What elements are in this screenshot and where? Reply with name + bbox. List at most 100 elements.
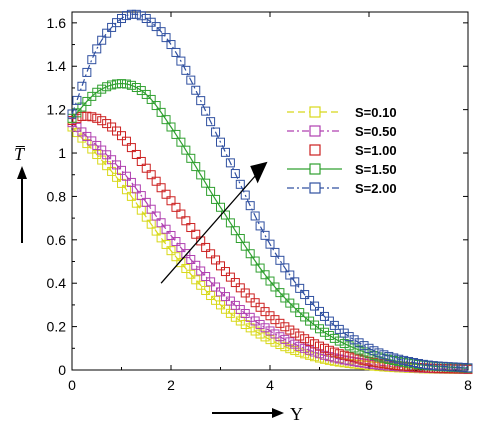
data-point xyxy=(166,230,176,240)
data-point xyxy=(72,95,82,105)
data-point xyxy=(201,242,211,252)
data-point xyxy=(196,170,206,180)
legend-entry: S=0.10 xyxy=(287,105,397,120)
data-point xyxy=(176,137,186,147)
data-point xyxy=(117,131,126,141)
data-point xyxy=(112,172,122,182)
data-point xyxy=(310,352,320,362)
data-point xyxy=(186,153,196,163)
data-point xyxy=(250,211,260,221)
data-point xyxy=(107,166,117,176)
data-point xyxy=(151,211,161,221)
data-point xyxy=(260,332,270,342)
data-point xyxy=(97,145,107,155)
data-point xyxy=(448,362,458,372)
data-point xyxy=(305,350,315,360)
data-point xyxy=(344,341,354,351)
data-point xyxy=(285,325,295,335)
data-point xyxy=(240,241,250,251)
data-point xyxy=(369,350,379,360)
data-point xyxy=(265,276,275,286)
legend-label: S=2.00 xyxy=(355,181,397,196)
y-tick-label: 1.6 xyxy=(47,15,67,31)
data-point xyxy=(126,9,136,19)
data-point xyxy=(255,319,265,329)
data-point xyxy=(324,330,334,340)
data-point xyxy=(463,363,473,373)
data-point xyxy=(458,362,468,372)
data-point xyxy=(250,298,260,308)
data-point xyxy=(409,358,419,368)
data-point xyxy=(141,197,151,207)
data-point xyxy=(92,140,102,150)
data-point xyxy=(87,136,97,146)
data-point xyxy=(102,119,112,129)
data-point xyxy=(102,150,112,160)
data-point xyxy=(77,81,87,91)
x-tick-label: 2 xyxy=(167,377,175,393)
data-point xyxy=(255,329,265,339)
data-point xyxy=(245,249,255,259)
y-tick-label: 1 xyxy=(58,145,66,161)
data-point xyxy=(265,326,275,336)
legend-marker xyxy=(309,163,321,175)
legend-label: S=1.00 xyxy=(355,143,397,158)
data-point xyxy=(260,323,270,333)
data-point xyxy=(171,252,181,262)
series-line xyxy=(71,13,469,369)
data-point xyxy=(186,255,196,265)
data-point xyxy=(121,79,131,89)
data-point xyxy=(181,216,191,226)
legend-marker xyxy=(309,144,321,156)
data-point xyxy=(92,87,102,97)
data-point xyxy=(191,162,201,172)
data-point xyxy=(201,272,211,282)
data-point xyxy=(82,67,92,77)
data-point xyxy=(245,201,255,211)
data-point xyxy=(181,145,191,155)
data-point xyxy=(126,80,136,90)
legend-label: S=0.50 xyxy=(355,124,397,139)
data-point xyxy=(230,169,240,179)
data-point xyxy=(235,283,245,293)
data-point xyxy=(97,35,107,45)
data-point xyxy=(280,334,290,344)
annotations: Y T̅ xyxy=(14,144,303,424)
data-point xyxy=(117,14,126,24)
data-point xyxy=(196,96,206,106)
data-point xyxy=(206,249,216,259)
data-point xyxy=(121,11,131,21)
data-point xyxy=(220,147,230,157)
data-point xyxy=(275,318,285,328)
data-point xyxy=(438,361,448,371)
data-point xyxy=(280,322,290,332)
data-point xyxy=(166,40,176,50)
y-tick-label: 1.2 xyxy=(47,102,67,118)
data-point xyxy=(270,329,280,339)
legend-entry: S=1.50 xyxy=(287,162,397,177)
data-point xyxy=(136,205,146,215)
data-point xyxy=(112,160,122,170)
data-point xyxy=(414,358,423,368)
data-point xyxy=(255,221,265,231)
data-point xyxy=(245,293,255,303)
data-point xyxy=(300,334,310,344)
data-point xyxy=(216,137,225,147)
data-point xyxy=(334,349,344,359)
data-point xyxy=(196,266,206,276)
data-point xyxy=(423,360,433,370)
data-point xyxy=(349,335,359,345)
series-S=1.50 xyxy=(67,79,473,373)
data-point xyxy=(280,342,290,352)
legend-entry: S=2.00 xyxy=(287,181,397,196)
data-point xyxy=(394,354,404,364)
data-point xyxy=(295,283,305,293)
x-tick-label: 6 xyxy=(365,377,373,393)
data-point xyxy=(290,277,300,287)
data-point xyxy=(315,324,324,334)
data-point xyxy=(324,352,334,362)
data-point xyxy=(176,209,186,219)
data-point xyxy=(265,239,275,249)
data-point xyxy=(216,287,225,297)
data-point xyxy=(107,22,117,32)
